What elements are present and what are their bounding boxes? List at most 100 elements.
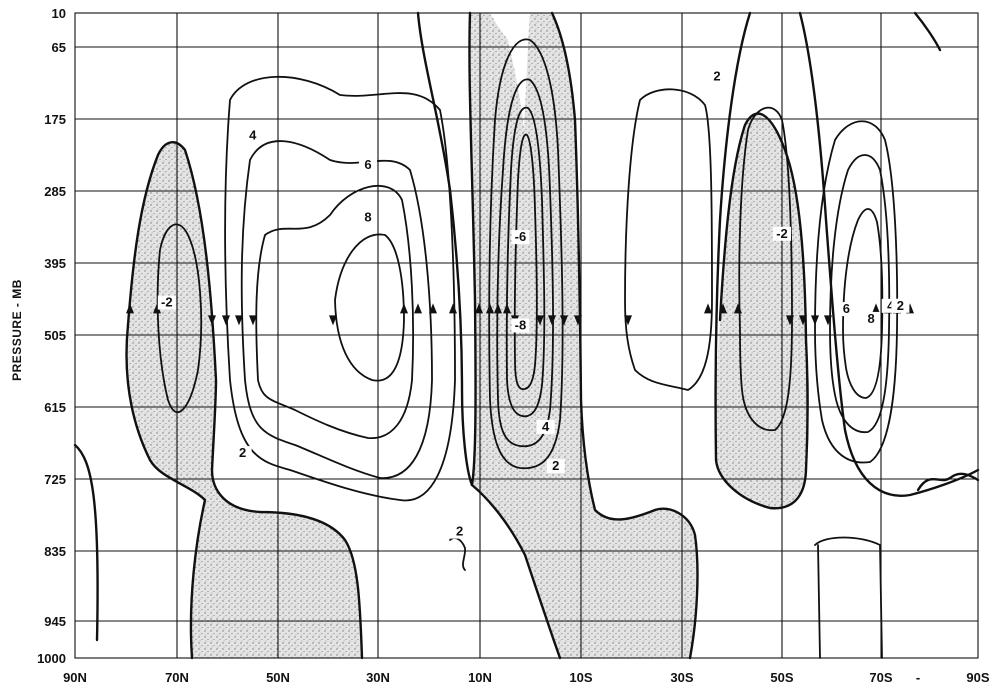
arrow-up <box>400 303 408 314</box>
contour-label: 4 <box>542 419 550 434</box>
contour-label: 2 <box>897 298 904 313</box>
x-tick-label: 70N <box>165 670 189 685</box>
x-tick-label: 50N <box>266 670 290 685</box>
contour-zero-line <box>468 11 477 487</box>
contour-label: -2 <box>776 226 788 241</box>
arrow-down <box>824 315 832 326</box>
arrow-down <box>560 315 568 326</box>
arrow-down <box>624 315 632 326</box>
y-tick-label: 175 <box>44 112 66 127</box>
x-tick-label: 90N <box>63 670 87 685</box>
arrow-up <box>503 303 511 314</box>
contour-line <box>240 140 433 479</box>
contour-label-bg <box>891 298 910 313</box>
contour-zero-line <box>916 472 980 492</box>
arrow-up <box>734 303 742 314</box>
arrow-up <box>475 303 483 314</box>
contour-label-bg <box>233 446 252 461</box>
arrow-up <box>704 303 712 314</box>
contour-label: 2 <box>552 458 559 473</box>
y-tick-label: 10 <box>52 6 66 21</box>
contour-label: -2 <box>161 295 173 310</box>
contour-line <box>829 154 891 433</box>
contour-label: 2 <box>713 69 720 84</box>
contour-label-bg <box>837 302 856 317</box>
arrow-down <box>799 315 807 326</box>
arrow-up <box>126 303 134 314</box>
contour-line <box>488 38 564 470</box>
contour-label-bg <box>862 311 881 326</box>
y-tick-label: 615 <box>44 400 66 415</box>
arrow-up <box>494 303 502 314</box>
arrow-up <box>872 303 880 314</box>
y-tick-label: 1000 <box>37 651 66 666</box>
arrow-down <box>249 315 257 326</box>
arrow-down <box>235 315 243 326</box>
contour-label-bg <box>243 128 262 143</box>
contour-zero-line <box>125 323 207 660</box>
contour-zero-line <box>126 141 364 660</box>
contour-line <box>842 208 884 399</box>
x-tick-label: 30N <box>366 670 390 685</box>
contour-label-bg <box>359 210 377 225</box>
contour-label-bg <box>546 459 565 474</box>
x-axis-extra-mark: - <box>916 670 920 685</box>
contour-label-bg <box>511 230 530 245</box>
arrow-up <box>449 303 457 314</box>
contour-label: 2 <box>456 524 463 539</box>
arrow-down <box>329 315 337 326</box>
contour-line <box>814 120 899 464</box>
x-tick-label: 10N <box>468 670 492 685</box>
y-tick-label: 945 <box>44 614 66 629</box>
y-axis-label: PRESSURE - MB <box>10 279 24 381</box>
contour-label-bg <box>511 318 530 333</box>
contour-label: -8 <box>515 317 527 332</box>
contour-line <box>513 133 538 390</box>
arrow-down <box>548 315 556 326</box>
negative-region <box>469 13 698 658</box>
contour-label-bg <box>157 295 176 310</box>
arrow-down <box>574 315 582 326</box>
y-tick-label: 65 <box>52 40 66 55</box>
y-tick-label: 395 <box>44 256 66 271</box>
contour-label: 6 <box>843 301 850 316</box>
y-tick-label: 285 <box>44 184 66 199</box>
contour-zero-line <box>798 11 980 497</box>
contour-zero-line <box>718 112 787 322</box>
contour-label: 8 <box>867 311 874 326</box>
flow-arrows <box>126 303 914 326</box>
plot-grid <box>74 12 979 659</box>
negative-region <box>715 113 808 509</box>
x-tick-label: 50S <box>770 670 793 685</box>
contour-label: 6 <box>364 157 371 172</box>
contour-line <box>738 106 793 432</box>
arrow-down <box>208 315 216 326</box>
arrow-up <box>429 303 437 314</box>
contour-line <box>814 536 883 659</box>
contour-line <box>224 75 456 502</box>
arrow-up <box>153 303 161 314</box>
arrow-up <box>719 303 727 314</box>
contour-zero-line <box>416 11 562 660</box>
y-axis-ticks: 10 65 175 285 395 505 615 725 835 945 1000 <box>37 6 66 666</box>
contour-line <box>624 88 713 391</box>
contour-zero-line <box>714 11 809 510</box>
arrow-up <box>486 303 494 314</box>
y-tick-label: 835 <box>44 544 66 559</box>
contour-label: 4 <box>249 128 257 143</box>
contour-label-bg <box>359 158 377 173</box>
contour-zero-line <box>913 11 942 52</box>
contour-zero-line <box>73 443 99 642</box>
contour-label: -6 <box>515 229 527 244</box>
x-tick-label: 70S <box>869 670 892 685</box>
arrow-down <box>811 315 819 326</box>
arrow-up <box>414 303 422 314</box>
contour-lines <box>73 11 980 660</box>
contour-zero-line <box>550 11 699 660</box>
negative-region <box>126 142 363 658</box>
x-tick-label: 90S <box>966 670 989 685</box>
contour-label-bg <box>708 69 726 84</box>
contour-label-bg <box>773 226 791 241</box>
